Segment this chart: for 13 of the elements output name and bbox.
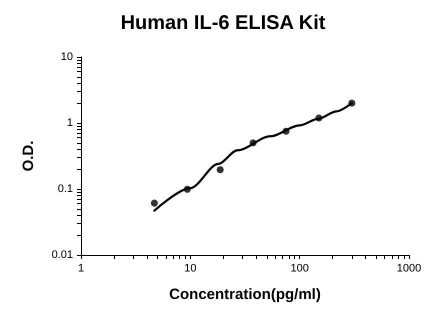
- x-tick-label: 1: [78, 262, 84, 274]
- x-tick-label: 1000: [396, 262, 422, 274]
- x-tick-label: 10: [184, 262, 196, 274]
- x-axis-title: Concentration(pg/ml): [169, 286, 321, 303]
- x-tick-label: 100: [290, 262, 309, 274]
- y-tick-label: 10: [60, 51, 73, 63]
- y-axis-title: O.D.: [20, 140, 37, 172]
- point: [216, 166, 224, 174]
- y-tick-label: 1: [66, 117, 73, 129]
- point: [150, 200, 158, 207]
- y-tick-label: 0.01: [52, 249, 73, 261]
- chart-title: Human IL-6 ELISA Kit: [120, 12, 326, 34]
- y-tick-label: 0.1: [58, 183, 73, 195]
